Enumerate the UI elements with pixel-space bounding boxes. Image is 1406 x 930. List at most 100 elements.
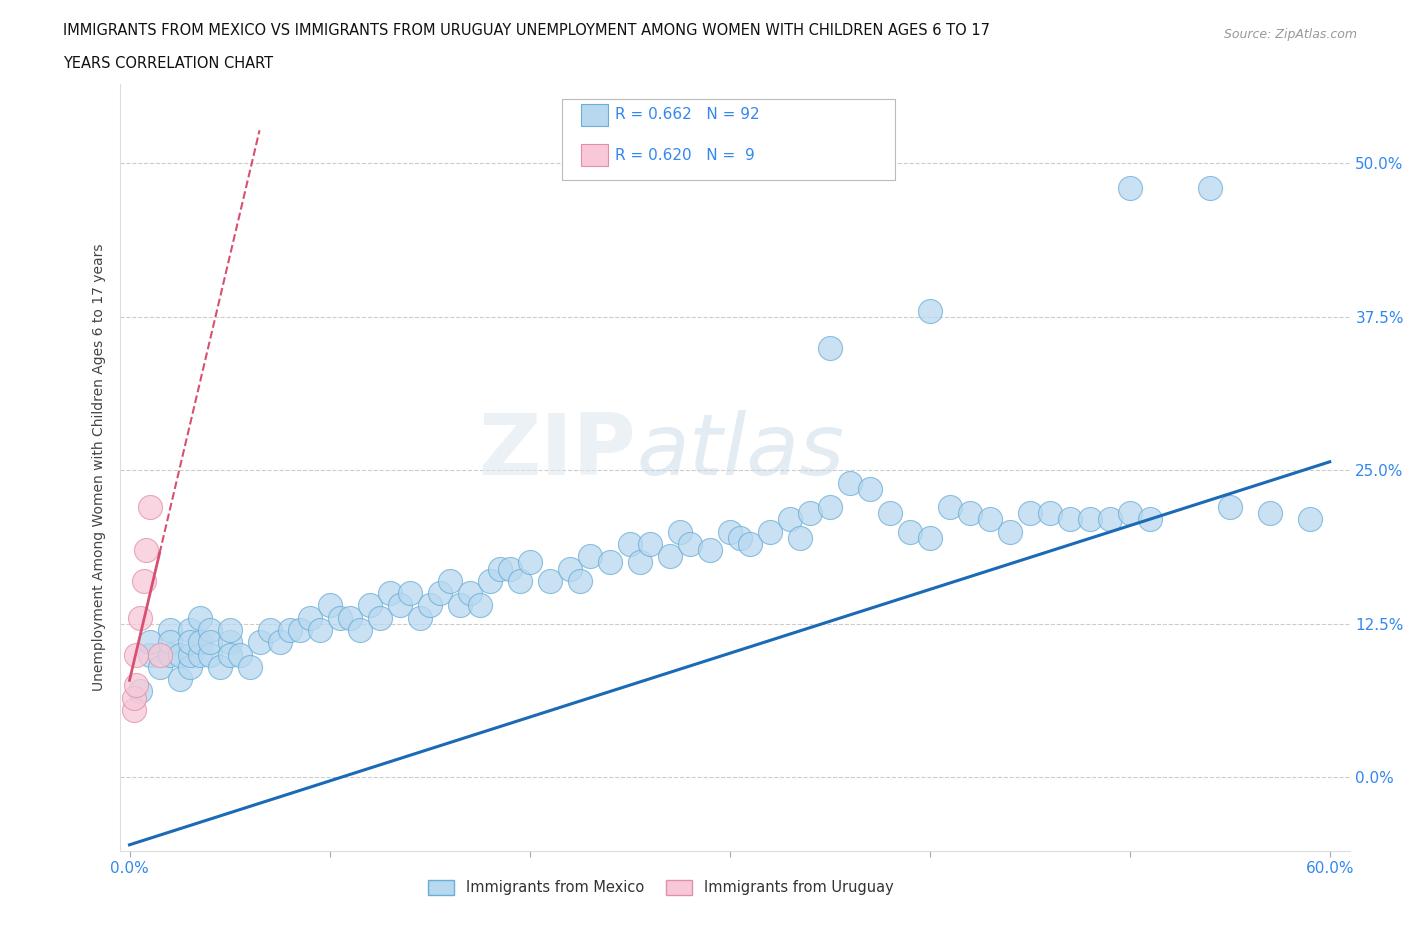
Point [124, 647, 146, 662]
FancyBboxPatch shape [562, 100, 894, 179]
FancyBboxPatch shape [581, 144, 607, 166]
Point [1118, 180, 1140, 195]
Point [859, 482, 882, 497]
Point [198, 622, 221, 637]
Point [1018, 506, 1040, 521]
Text: YEARS CORRELATION CHART: YEARS CORRELATION CHART [63, 56, 273, 71]
Point [538, 574, 561, 589]
Point [128, 684, 150, 698]
Point [728, 530, 751, 545]
Point [122, 702, 145, 717]
Point [132, 574, 155, 589]
Point [439, 574, 461, 589]
Point [619, 537, 641, 551]
Point [449, 598, 471, 613]
Point [918, 530, 941, 545]
Point [758, 525, 780, 539]
Point [678, 537, 700, 551]
Point [288, 622, 311, 637]
Y-axis label: Unemployment Among Women with Children Ages 6 to 17 years: Unemployment Among Women with Children A… [93, 244, 107, 691]
Point [169, 671, 191, 686]
Point [1258, 506, 1281, 521]
Point [228, 647, 250, 662]
Point [269, 635, 291, 650]
Legend: Immigrants from Mexico, Immigrants from Uruguay: Immigrants from Mexico, Immigrants from … [422, 874, 900, 901]
Point [198, 647, 221, 662]
Text: Source: ZipAtlas.com: Source: ZipAtlas.com [1223, 28, 1357, 41]
Point [138, 499, 160, 514]
Point [159, 647, 181, 662]
Point [468, 598, 491, 613]
Point [718, 525, 741, 539]
Point [568, 574, 591, 589]
Point [478, 574, 501, 589]
Point [779, 512, 801, 527]
Point [838, 475, 860, 490]
Point [628, 555, 651, 570]
Point [349, 622, 371, 637]
Text: ZIP: ZIP [478, 410, 636, 494]
Point [159, 622, 181, 637]
Point [458, 586, 481, 601]
Point [1198, 180, 1220, 195]
Point [218, 647, 240, 662]
Point [558, 561, 581, 576]
Point [658, 549, 681, 564]
Point [278, 622, 301, 637]
Point [148, 647, 170, 662]
Point [578, 549, 600, 564]
Point [898, 525, 921, 539]
Point [699, 543, 721, 558]
Point [329, 610, 352, 625]
Point [249, 635, 271, 650]
Point [128, 610, 150, 625]
Point [339, 610, 361, 625]
Point [799, 506, 821, 521]
Point [138, 647, 160, 662]
Point [488, 561, 510, 576]
Text: atlas: atlas [636, 410, 844, 494]
Point [1139, 512, 1161, 527]
Point [238, 659, 260, 674]
Point [1039, 506, 1062, 521]
Point [1118, 506, 1140, 521]
Point [179, 659, 201, 674]
Point [368, 610, 391, 625]
Point [188, 635, 211, 650]
Point [398, 586, 420, 601]
Point [198, 635, 221, 650]
Text: R = 0.620   N =  9: R = 0.620 N = 9 [616, 148, 755, 163]
Point [429, 586, 451, 601]
Point [218, 635, 240, 650]
Point [419, 598, 441, 613]
Point [1299, 512, 1322, 527]
Point [938, 499, 960, 514]
Point [1078, 512, 1101, 527]
Point [359, 598, 381, 613]
Point [298, 610, 321, 625]
Point [378, 586, 401, 601]
Point [498, 561, 520, 576]
Point [179, 622, 201, 637]
Point [159, 635, 181, 650]
Point [959, 506, 981, 521]
Point [818, 499, 841, 514]
Text: R = 0.662   N = 92: R = 0.662 N = 92 [616, 107, 759, 122]
Point [318, 598, 340, 613]
Point [818, 340, 841, 355]
Point [388, 598, 411, 613]
Point [1059, 512, 1081, 527]
Text: IMMIGRANTS FROM MEXICO VS IMMIGRANTS FROM URUGUAY UNEMPLOYMENT AMONG WOMEN WITH : IMMIGRANTS FROM MEXICO VS IMMIGRANTS FRO… [63, 23, 990, 38]
Point [789, 530, 811, 545]
Point [218, 622, 240, 637]
Point [179, 635, 201, 650]
Point [124, 678, 146, 693]
Point [738, 537, 761, 551]
Point [134, 543, 156, 558]
Point [122, 690, 145, 705]
Point [259, 622, 281, 637]
Point [599, 555, 621, 570]
Point [1219, 499, 1241, 514]
Point [638, 537, 661, 551]
Point [148, 659, 170, 674]
